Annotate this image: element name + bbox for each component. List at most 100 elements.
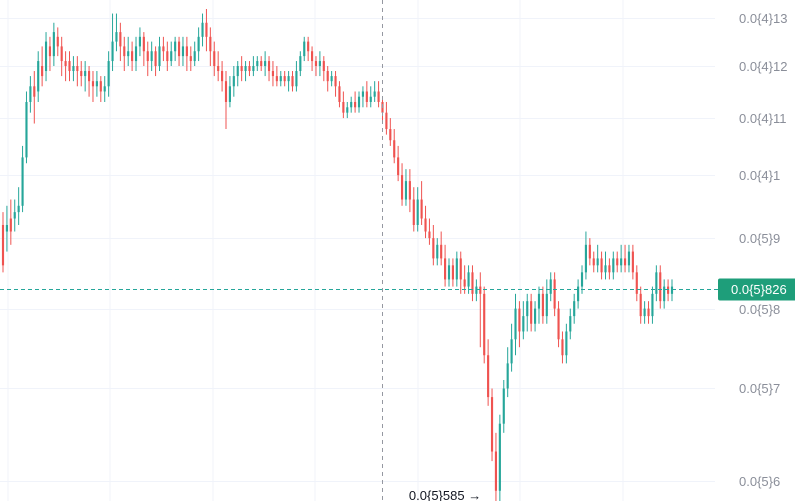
candle <box>592 251 595 273</box>
candle-body <box>580 272 584 287</box>
candle <box>64 51 67 82</box>
candle <box>647 301 650 324</box>
candle-body <box>166 51 169 62</box>
candle <box>5 205 8 252</box>
candle-body <box>604 265 607 273</box>
candle-body <box>260 61 263 67</box>
candle <box>177 36 181 67</box>
candle-body <box>651 293 654 317</box>
candle-body <box>432 238 435 259</box>
candle-body <box>29 86 32 102</box>
candle <box>201 13 204 47</box>
candle-body <box>365 91 368 102</box>
candle-body <box>404 181 408 200</box>
candle <box>209 27 212 67</box>
candle-body <box>655 272 658 294</box>
candle <box>577 279 580 309</box>
candle-body <box>123 46 126 57</box>
candle-body <box>627 251 631 266</box>
candle <box>21 145 24 213</box>
candle-body <box>612 258 615 273</box>
candle-body <box>271 71 275 77</box>
y-tick-label: 0.0{5}6 <box>739 474 780 489</box>
candle-body <box>334 76 337 87</box>
candle-body <box>643 308 646 317</box>
candle <box>256 56 259 72</box>
candle <box>95 71 98 97</box>
last-price-tag <box>718 278 795 301</box>
candle <box>502 380 505 433</box>
candle <box>48 36 52 72</box>
candle <box>299 51 302 77</box>
candle <box>138 27 142 57</box>
candle-body <box>350 101 353 108</box>
candle-body <box>275 76 278 82</box>
candle-body <box>377 91 380 102</box>
candle <box>369 86 372 108</box>
candle <box>541 286 544 324</box>
candle-body <box>459 258 462 280</box>
candles <box>1 8 674 501</box>
candle <box>303 36 306 62</box>
candle-body <box>455 258 458 280</box>
candle <box>365 81 368 108</box>
candle <box>373 81 376 102</box>
candle <box>162 36 165 62</box>
candle <box>185 36 188 72</box>
candle-body <box>287 76 290 82</box>
candle <box>444 244 447 287</box>
candle-body <box>420 199 423 219</box>
candle <box>471 265 474 302</box>
candle-body <box>84 71 87 77</box>
candle-body <box>138 36 142 47</box>
candle <box>588 238 591 266</box>
candle <box>131 41 134 72</box>
candle <box>561 331 564 364</box>
y-tick-label: 0.0{5}9 <box>739 231 780 246</box>
candle <box>271 61 275 87</box>
candle-body <box>131 51 134 62</box>
candle <box>510 323 513 372</box>
candle <box>115 13 118 52</box>
candle-body <box>342 101 345 113</box>
last-price-label: 0.0{5}826 <box>731 282 787 297</box>
candle <box>260 56 263 72</box>
candle <box>545 279 548 324</box>
candle-body <box>48 46 52 57</box>
candle-body <box>217 66 220 72</box>
candle <box>111 13 114 72</box>
candle <box>221 61 224 92</box>
candle-body <box>667 286 670 294</box>
candle <box>264 51 267 77</box>
candle <box>608 258 611 280</box>
candle <box>134 36 138 72</box>
candle <box>643 301 646 324</box>
candle <box>326 66 329 92</box>
candle <box>84 61 87 92</box>
candle <box>377 81 380 108</box>
candle <box>154 46 157 77</box>
candle-body <box>307 41 310 52</box>
candle <box>193 41 196 67</box>
candle <box>232 66 235 97</box>
candle-body <box>373 91 376 97</box>
candle-body <box>213 51 216 67</box>
candle-body <box>670 286 674 294</box>
candle-body <box>408 181 411 200</box>
candle-body <box>146 51 149 62</box>
candle <box>573 293 576 324</box>
candle <box>318 51 321 77</box>
y-axis: 0.0{4}13 0.0{4}12 0.0{4}11 0.0{4}1 0.0{5}9 0.… <box>718 11 795 489</box>
candle-body <box>283 76 286 82</box>
candle-body <box>244 66 247 72</box>
candle-body <box>397 157 400 176</box>
candle-body <box>72 66 75 72</box>
candle-body <box>522 316 525 332</box>
candle <box>275 66 278 87</box>
candle <box>381 96 384 124</box>
candle-body <box>530 301 533 324</box>
candle <box>400 163 404 206</box>
candle-body <box>150 51 153 62</box>
